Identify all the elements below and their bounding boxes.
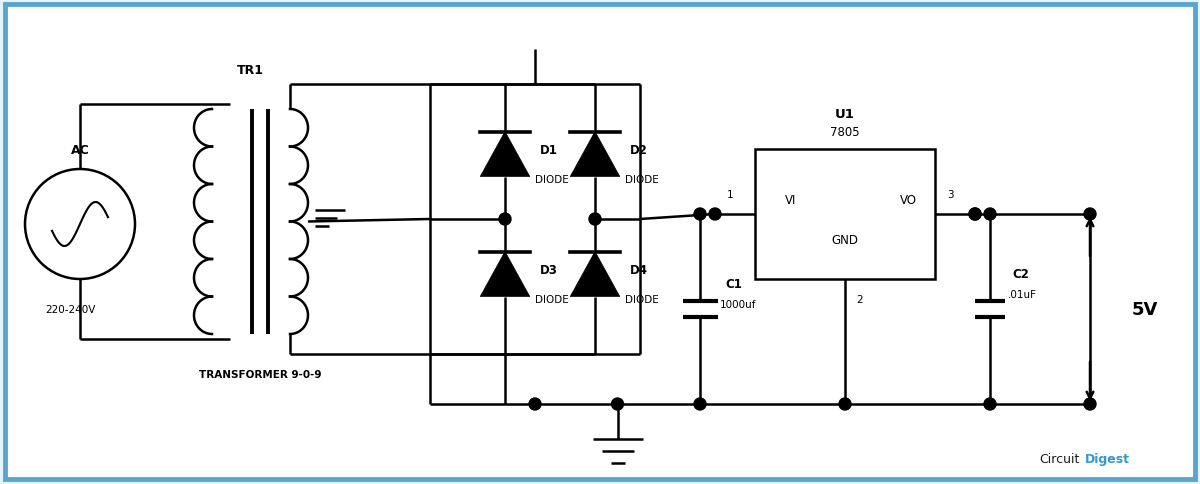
Circle shape (970, 209, 982, 221)
Text: D1: D1 (540, 143, 558, 156)
Text: 7805: 7805 (830, 125, 860, 138)
Text: D2: D2 (630, 143, 648, 156)
Polygon shape (480, 132, 529, 177)
Text: TR1: TR1 (236, 63, 264, 76)
Text: TRANSFORMER 9-0-9: TRANSFORMER 9-0-9 (199, 369, 322, 379)
Polygon shape (570, 252, 619, 297)
Text: GND: GND (832, 233, 858, 246)
Circle shape (1084, 398, 1096, 410)
Circle shape (694, 398, 706, 410)
Circle shape (612, 398, 624, 410)
Text: 1: 1 (727, 190, 733, 199)
Text: 2: 2 (857, 294, 863, 304)
Circle shape (499, 213, 511, 226)
Circle shape (694, 209, 706, 221)
Text: DIODE: DIODE (625, 294, 659, 304)
Circle shape (589, 213, 601, 226)
Polygon shape (570, 132, 619, 177)
Text: D3: D3 (540, 263, 558, 276)
Text: VO: VO (900, 193, 917, 206)
Circle shape (984, 209, 996, 221)
Text: U1: U1 (835, 108, 854, 121)
Text: .01uF: .01uF (1008, 289, 1037, 300)
Text: Digest: Digest (1085, 453, 1130, 466)
Text: 5V: 5V (1132, 301, 1158, 318)
Text: D4: D4 (630, 263, 648, 276)
Text: DIODE: DIODE (535, 294, 569, 304)
Text: 220-240V: 220-240V (44, 304, 95, 314)
Circle shape (839, 398, 851, 410)
Circle shape (1084, 209, 1096, 221)
Text: AC: AC (71, 143, 89, 156)
Text: C1: C1 (725, 278, 742, 291)
Text: Circuit: Circuit (1039, 453, 1080, 466)
Text: VI: VI (785, 193, 797, 206)
Circle shape (984, 398, 996, 410)
Bar (755, 150, 935, 279)
Text: DIODE: DIODE (625, 175, 659, 184)
Polygon shape (480, 252, 529, 297)
Text: 1000uf: 1000uf (720, 300, 756, 309)
Circle shape (709, 209, 721, 221)
Circle shape (970, 209, 982, 221)
Text: C2: C2 (1012, 268, 1028, 281)
Circle shape (529, 398, 541, 410)
Text: 3: 3 (947, 190, 953, 199)
Text: DIODE: DIODE (535, 175, 569, 184)
FancyBboxPatch shape (5, 5, 1195, 479)
